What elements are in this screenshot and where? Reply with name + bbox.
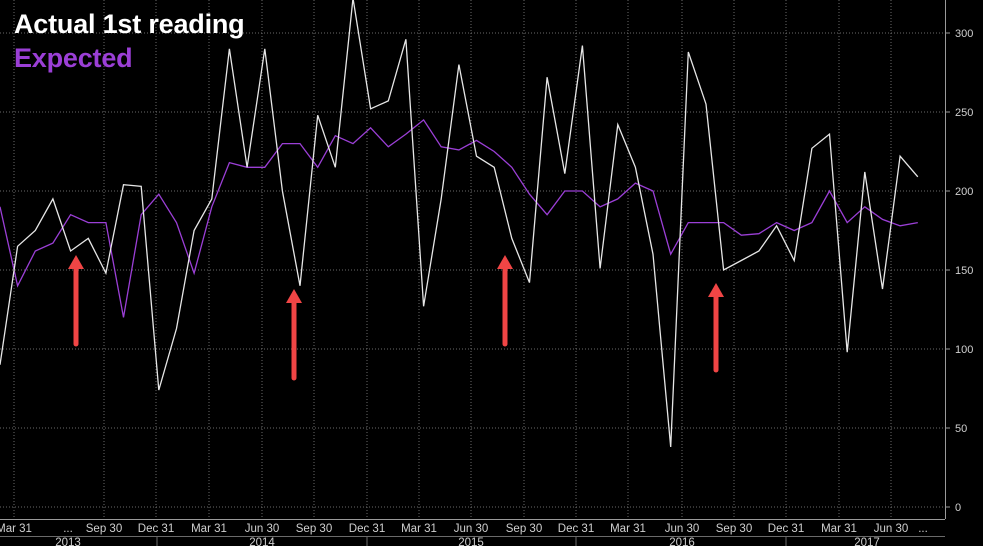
- legend-expected: Expected: [14, 43, 133, 73]
- x-tick-label: Jun 30: [874, 523, 909, 535]
- y-tick-label: 100: [955, 344, 973, 356]
- year-label: 2017: [854, 537, 880, 546]
- x-tick-label: Mar 31: [821, 523, 857, 535]
- y-tick-label: 300: [955, 28, 973, 40]
- year-label: 2016: [669, 537, 695, 546]
- x-tick-label: Dec 31: [558, 523, 594, 535]
- series-actual-line: [0, 0, 919, 448]
- x-tick-label: Jun 30: [665, 523, 700, 535]
- y-tick-label: 0: [955, 502, 961, 514]
- annotation-arrow-head: [708, 283, 724, 297]
- x-tick-label: Dec 31: [349, 523, 385, 535]
- series-expected-line: [0, 118, 918, 318]
- year-label: 2014: [249, 537, 275, 546]
- x-tick-label: Mar 31: [0, 523, 32, 535]
- legend-actual: Actual 1st reading: [14, 9, 245, 39]
- y-tick-label: 150: [955, 265, 973, 277]
- x-tick-label: Sep 30: [716, 523, 752, 535]
- x-tick-label: Mar 31: [191, 523, 227, 535]
- x-tick-label: Sep 30: [86, 523, 122, 535]
- x-tick-label: ...: [918, 523, 928, 535]
- x-tick-label: Jun 30: [454, 523, 489, 535]
- year-label: 2013: [55, 537, 81, 546]
- x-tick-label: Mar 31: [401, 523, 437, 535]
- y-tick-label: 50: [955, 423, 967, 435]
- y-tick-label: 200: [955, 186, 973, 198]
- y-tick-label: 250: [955, 107, 973, 119]
- annotation-arrow-head: [497, 255, 513, 269]
- x-tick-label: ...: [63, 523, 73, 535]
- x-tick-label: Sep 30: [506, 523, 542, 535]
- x-tick-label: Sep 30: [296, 523, 332, 535]
- x-tick-label: Jun 30: [245, 523, 280, 535]
- annotation-arrow-head: [68, 255, 84, 269]
- annotation-arrow-head: [286, 289, 302, 303]
- x-tick-label: Dec 31: [138, 523, 174, 535]
- year-label: 2015: [458, 537, 484, 546]
- x-tick-label: Mar 31: [610, 523, 646, 535]
- x-tick-label: Dec 31: [768, 523, 804, 535]
